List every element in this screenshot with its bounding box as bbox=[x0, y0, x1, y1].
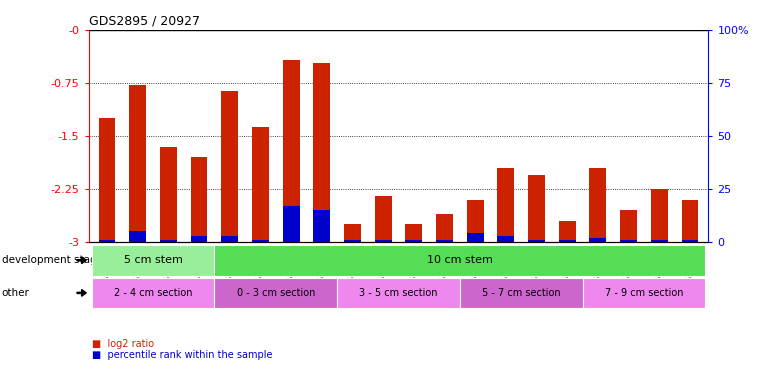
Bar bbox=[375, 196, 392, 242]
Bar bbox=[436, 214, 453, 242]
Bar bbox=[283, 60, 300, 242]
Bar bbox=[651, 240, 668, 242]
Bar bbox=[467, 200, 484, 242]
Bar bbox=[191, 236, 207, 242]
Bar bbox=[590, 238, 606, 242]
Bar bbox=[344, 224, 361, 242]
Bar bbox=[283, 206, 300, 242]
Bar bbox=[160, 240, 177, 242]
Text: 5 - 7 cm section: 5 - 7 cm section bbox=[482, 288, 561, 298]
Bar bbox=[651, 189, 668, 242]
Bar bbox=[344, 240, 361, 242]
Bar bbox=[467, 233, 484, 242]
Text: GDS2895 / 20927: GDS2895 / 20927 bbox=[89, 15, 199, 27]
Text: ■  log2 ratio: ■ log2 ratio bbox=[92, 339, 155, 349]
Text: other: other bbox=[2, 288, 29, 298]
Bar bbox=[375, 240, 392, 242]
Bar bbox=[559, 220, 576, 242]
Bar bbox=[436, 240, 453, 242]
Text: 2 - 4 cm section: 2 - 4 cm section bbox=[114, 288, 192, 298]
Bar bbox=[99, 118, 116, 242]
Bar bbox=[221, 236, 238, 242]
Bar bbox=[252, 240, 269, 242]
Text: ■  percentile rank within the sample: ■ percentile rank within the sample bbox=[92, 350, 273, 360]
Bar bbox=[99, 240, 116, 242]
Bar bbox=[252, 128, 269, 242]
Bar bbox=[681, 200, 698, 242]
Bar bbox=[129, 231, 146, 242]
Text: 10 cm stem: 10 cm stem bbox=[427, 255, 493, 265]
Text: 5 cm stem: 5 cm stem bbox=[123, 255, 182, 265]
Text: development stage: development stage bbox=[2, 255, 102, 265]
Bar bbox=[313, 210, 330, 242]
Bar bbox=[129, 85, 146, 242]
Text: 7 - 9 cm section: 7 - 9 cm section bbox=[604, 288, 683, 298]
Bar bbox=[590, 168, 606, 242]
Bar bbox=[528, 175, 545, 242]
Text: 0 - 3 cm section: 0 - 3 cm section bbox=[236, 288, 315, 298]
Bar bbox=[191, 157, 207, 242]
Bar bbox=[620, 210, 637, 242]
Bar bbox=[497, 168, 514, 242]
Text: 3 - 5 cm section: 3 - 5 cm section bbox=[360, 288, 437, 298]
Bar bbox=[221, 92, 238, 242]
Bar bbox=[313, 63, 330, 242]
Bar bbox=[681, 240, 698, 242]
Bar bbox=[405, 224, 422, 242]
Bar bbox=[497, 236, 514, 242]
Bar bbox=[559, 240, 576, 242]
Bar bbox=[620, 240, 637, 242]
Bar bbox=[405, 240, 422, 242]
Bar bbox=[160, 147, 177, 242]
Bar bbox=[528, 240, 545, 242]
